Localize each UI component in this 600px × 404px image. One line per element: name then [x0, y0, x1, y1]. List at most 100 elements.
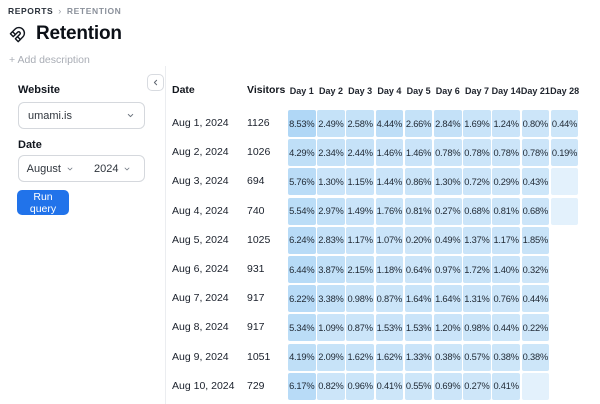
retention-cell: 0.72%: [463, 168, 491, 196]
row-visitors: 694: [247, 175, 265, 188]
retention-cell: 3.38%: [317, 285, 345, 313]
column-header-day-4: Day 4: [377, 86, 402, 96]
retention-cell: 1.18%: [375, 256, 404, 283]
retention-cell: 1.76%: [375, 197, 404, 225]
retention-cell: [521, 372, 550, 400]
column-header-day-14: Day 14: [491, 86, 521, 96]
table-row: Aug 9, 2024 1051 4.19% 2.09% 1.62% 1.62% 1.33%…: [165, 343, 600, 371]
retention-cell: 4.29%: [288, 139, 316, 167]
collapse-panel-button[interactable]: [147, 74, 164, 91]
retention-cell: 0.44%: [521, 285, 550, 313]
retention-cell: 1.20%: [434, 314, 462, 342]
row-date: Aug 5, 2024: [172, 233, 229, 246]
table-row: Aug 2, 2024 1026 4.29% 2.34% 2.44% 1.46% 1.46%…: [165, 139, 600, 167]
retention-cell: 3.87%: [317, 256, 345, 283]
row-visitors: 729: [247, 379, 265, 392]
retention-cell: 6.44%: [288, 256, 316, 283]
column-header-day-7: Day 7: [464, 86, 490, 96]
retention-cell: 1.30%: [317, 168, 345, 196]
row-date: Aug 9, 2024: [172, 350, 229, 363]
retention-cell: 1.69%: [463, 110, 491, 137]
chevron-down-icon: [123, 165, 131, 173]
column-header-date: Date: [172, 84, 195, 96]
year-select[interactable]: 2024: [82, 163, 145, 175]
retention-cell: 1.15%: [346, 168, 374, 196]
retention-cell: 5.34%: [288, 314, 316, 342]
retention-cell: 1.49%: [346, 197, 374, 225]
retention-cell: 0.87%: [346, 314, 374, 342]
table-row: Aug 8, 2024 917 5.34% 1.09% 0.87% 1.53% 1.53% 1…: [165, 314, 600, 342]
retention-cell: 0.68%: [521, 197, 550, 225]
retention-cell: 1.72%: [463, 256, 491, 283]
retention-cell: 0.22%: [521, 314, 550, 342]
column-header-day-5: Day 5: [406, 86, 431, 96]
retention-cell: 0.78%: [492, 139, 520, 167]
retention-cell: 0.38%: [521, 343, 550, 371]
retention-cell: 1.46%: [404, 139, 433, 167]
retention-cell: 1.53%: [404, 314, 433, 342]
retention-cell: 2.09%: [317, 343, 345, 371]
retention-cell: 1.64%: [404, 285, 433, 313]
panel-divider: [165, 66, 166, 404]
run-query-button[interactable]: Run query: [17, 190, 69, 215]
retention-cell: [550, 168, 579, 196]
retention-cell: 0.87%: [375, 285, 404, 313]
month-select[interactable]: August: [19, 163, 82, 175]
retention-cell: 0.68%: [463, 197, 491, 225]
row-date: Aug 10, 2024: [172, 379, 235, 392]
breadcrumb-reports-link[interactable]: REPORTS: [8, 6, 54, 16]
retention-cell: 0.80%: [521, 110, 550, 137]
retention-cell: 0.38%: [492, 343, 520, 371]
table-row: Aug 1, 2024 1126 8.53% 2.49% 2.58% 4.44% 2.66%…: [165, 110, 600, 137]
retention-cell: 0.27%: [463, 372, 491, 400]
retention-cell: 1.85%: [521, 226, 550, 254]
retention-cell: 0.41%: [375, 372, 404, 400]
row-visitors: 917: [247, 292, 265, 305]
row-visitors: 1026: [247, 146, 271, 159]
retention-cell: 1.64%: [434, 285, 462, 313]
retention-cell: 5.54%: [288, 197, 316, 225]
retention-cell: 0.97%: [434, 256, 462, 283]
row-date: Aug 8, 2024: [172, 321, 229, 334]
retention-cell: 0.27%: [434, 197, 462, 225]
row-date: Aug 4, 2024: [172, 204, 229, 217]
retention-cell: 1.31%: [463, 285, 491, 313]
retention-cell: 0.81%: [404, 197, 433, 225]
retention-cell: 0.32%: [521, 256, 550, 283]
breadcrumb: REPORTS › RETENTION: [8, 6, 121, 16]
retention-cell: 0.96%: [346, 372, 374, 400]
column-header-day-28: Day 28: [550, 86, 580, 96]
retention-cell: 0.86%: [404, 168, 433, 196]
retention-cell: 1.33%: [404, 343, 433, 371]
retention-cell: 0.20%: [404, 226, 433, 254]
column-header-visitors: Visitors: [247, 84, 286, 96]
retention-cell: 4.19%: [288, 343, 316, 371]
retention-cell: 0.55%: [404, 372, 433, 400]
breadcrumb-current-page: RETENTION: [66, 6, 122, 16]
breadcrumb-separator: ›: [58, 6, 62, 16]
retention-cell: 0.78%: [463, 139, 491, 167]
retention-cell: 1.53%: [375, 314, 404, 342]
row-visitors: 931: [247, 263, 265, 275]
magnet-icon: [9, 26, 26, 43]
retention-cell: 6.22%: [288, 285, 316, 313]
month-select-value: August: [26, 162, 61, 175]
website-select[interactable]: umami.is: [18, 102, 145, 129]
retention-cell: 0.57%: [463, 343, 491, 371]
retention-cell: 1.07%: [375, 226, 404, 254]
row-visitors: 917: [247, 321, 265, 334]
retention-cell: [550, 197, 579, 225]
add-description-link[interactable]: + Add description: [9, 54, 90, 66]
retention-cell: 0.41%: [492, 372, 520, 400]
retention-cell: 6.17%: [288, 372, 316, 400]
retention-cell: 1.44%: [375, 168, 404, 196]
page-header: Retention: [9, 23, 122, 45]
column-header-day-3: Day 3: [348, 86, 373, 96]
retention-cell: 1.40%: [492, 256, 520, 283]
chevron-down-icon: [126, 111, 135, 120]
column-header-day-1: Day 1: [289, 86, 314, 96]
retention-cell: 0.64%: [404, 256, 433, 283]
date-label: Date: [18, 139, 42, 151]
retention-cell: 1.24%: [492, 110, 520, 137]
retention-cell: 2.15%: [346, 256, 374, 283]
